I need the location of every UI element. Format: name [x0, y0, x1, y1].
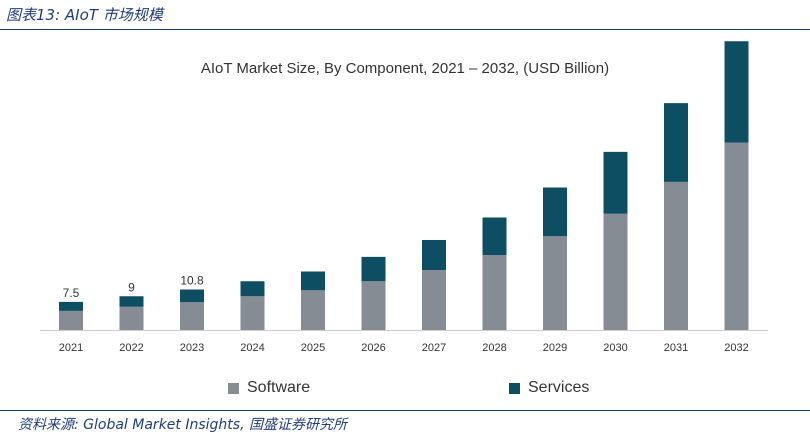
- bar-services-2027: [422, 240, 446, 270]
- legend-label-services: Services: [528, 379, 590, 396]
- legend-label-software: Software: [247, 379, 311, 396]
- x-tick-label-2031: 2031: [664, 342, 688, 354]
- x-tick-label-2022: 2022: [119, 342, 143, 354]
- figure-caption: 图表13: AIoT 市场规模: [6, 6, 163, 24]
- bar-services-2025: [301, 271, 325, 291]
- bar-software-2025: [301, 290, 325, 330]
- data-label-2022: 9: [128, 280, 135, 294]
- legend-swatch-services: [509, 382, 520, 394]
- bar-software-2032: [724, 142, 749, 330]
- bar-services-2028: [482, 217, 507, 255]
- bar-services-2024: [240, 281, 265, 297]
- x-tick-label-2032: 2032: [724, 342, 748, 354]
- x-tick-label-2029: 2029: [543, 342, 567, 354]
- data-label-2021: 7.5: [63, 286, 80, 300]
- legend-swatch-software: [228, 382, 239, 394]
- bar-services-2022: [119, 296, 144, 307]
- source-note: 资料来源: Global Market Insights, 国盛证券研究所: [18, 417, 347, 433]
- x-tick-label-2028: 2028: [482, 342, 506, 354]
- bar-services-2032: [724, 41, 749, 143]
- x-tick-label-2025: 2025: [301, 342, 325, 354]
- bar-software-2027: [422, 270, 446, 330]
- bar-services-2026: [361, 256, 386, 282]
- bar-software-2024: [240, 296, 265, 330]
- x-tick-label-2024: 2024: [240, 342, 264, 354]
- bottom-divider: [0, 410, 810, 411]
- x-tick-label-2026: 2026: [361, 342, 385, 354]
- bar-software-2021: [59, 310, 83, 330]
- bar-software-2030: [603, 213, 628, 330]
- bar-services-2029: [543, 187, 567, 237]
- data-label-2023: 10.8: [180, 274, 204, 288]
- bar-services-2030: [603, 151, 628, 214]
- x-tick-label-2030: 2030: [603, 342, 627, 354]
- x-tick-label-2023: 2023: [180, 342, 204, 354]
- chart-title: AIoT Market Size, By Component, 2021 – 2…: [200, 60, 610, 77]
- bar-software-2023: [180, 302, 204, 330]
- legend-item-services: Services: [509, 379, 589, 397]
- legend-item-software: Software: [228, 379, 310, 397]
- bar-services-2021: [59, 301, 83, 311]
- top-divider: [0, 29, 810, 30]
- x-tick-label-2021: 2021: [59, 342, 83, 354]
- bar-services-2031: [664, 103, 688, 182]
- bar-software-2029: [543, 236, 567, 330]
- chart-legend: Software Services: [0, 379, 810, 401]
- bar-software-2031: [664, 181, 688, 330]
- bar-software-2028: [482, 255, 507, 330]
- x-tick-label-2027: 2027: [422, 342, 446, 354]
- bar-services-2023: [180, 289, 204, 303]
- bar-software-2026: [361, 281, 386, 330]
- bar-software-2022: [119, 306, 144, 330]
